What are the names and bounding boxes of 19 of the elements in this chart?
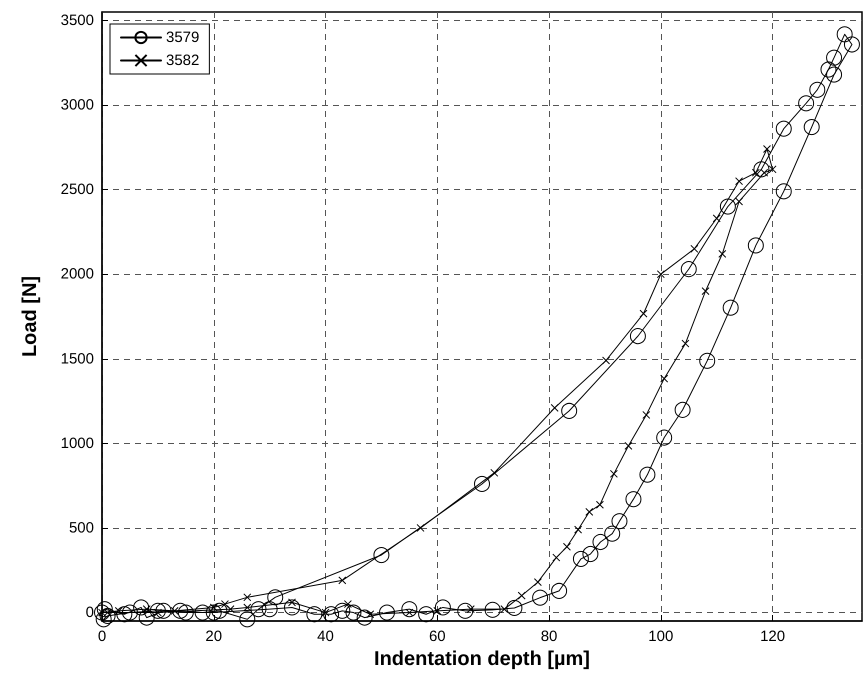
- y-tick-label: 1000: [60, 434, 94, 452]
- y-axis-title: Load [N]: [19, 276, 41, 358]
- legend-label: 3579: [166, 29, 200, 46]
- x-tick-label: 20: [205, 628, 222, 645]
- y-tick-label: 1500: [60, 350, 94, 368]
- y-tick-label: 3000: [60, 96, 94, 114]
- y-tick-label: 3500: [60, 12, 94, 29]
- x-tick-label: 0: [98, 628, 106, 645]
- x-tick-label: 100: [648, 628, 674, 645]
- y-tick-label: 2500: [60, 181, 94, 198]
- x-tick-label: 60: [428, 628, 446, 645]
- y-tick-label: 0: [86, 604, 94, 622]
- y-tick-label: 2000: [60, 266, 94, 283]
- x-tick-label: 40: [317, 628, 334, 645]
- x-tick-label: 80: [540, 628, 558, 645]
- legend-label: 3582: [166, 52, 200, 69]
- y-tick-label: 500: [68, 519, 94, 536]
- x-tick-label: 120: [760, 628, 786, 645]
- x-axis-title: Indentation depth [µm]: [374, 648, 590, 670]
